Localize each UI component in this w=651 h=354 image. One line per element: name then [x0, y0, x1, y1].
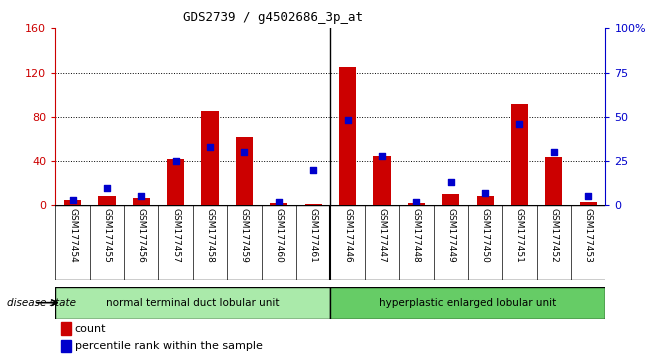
- Point: [67, 197, 77, 203]
- Point: [514, 121, 525, 127]
- Bar: [133, 198, 150, 205]
- Text: GDS2739 / g4502686_3p_at: GDS2739 / g4502686_3p_at: [184, 11, 363, 24]
- Bar: [167, 159, 184, 205]
- Bar: [236, 137, 253, 205]
- Text: GSM177451: GSM177451: [515, 207, 524, 262]
- Text: GSM177454: GSM177454: [68, 207, 77, 262]
- Point: [549, 149, 559, 155]
- Point: [445, 179, 456, 185]
- Point: [205, 144, 215, 150]
- Point: [411, 199, 422, 205]
- Bar: [511, 104, 528, 205]
- Bar: [201, 111, 219, 205]
- Bar: [98, 196, 115, 205]
- Point: [102, 185, 112, 190]
- Text: GSM177455: GSM177455: [102, 207, 111, 262]
- Text: GSM177461: GSM177461: [309, 207, 318, 262]
- Point: [480, 190, 490, 196]
- Point: [171, 158, 181, 164]
- Bar: [477, 196, 493, 205]
- Point: [308, 167, 318, 173]
- Text: GSM177449: GSM177449: [446, 207, 455, 262]
- Text: disease state: disease state: [7, 298, 76, 308]
- Text: hyperplastic enlarged lobular unit: hyperplastic enlarged lobular unit: [380, 298, 557, 308]
- Text: GSM177446: GSM177446: [343, 207, 352, 262]
- Text: GSM177460: GSM177460: [274, 207, 283, 262]
- Text: GSM177448: GSM177448: [412, 207, 421, 262]
- Text: GSM177447: GSM177447: [378, 207, 387, 262]
- Text: GSM177450: GSM177450: [480, 207, 490, 262]
- Text: GSM177452: GSM177452: [549, 207, 559, 262]
- Bar: [61, 322, 71, 335]
- Bar: [64, 200, 81, 205]
- Point: [239, 149, 249, 155]
- Point: [377, 153, 387, 159]
- Text: GSM177457: GSM177457: [171, 207, 180, 262]
- Text: count: count: [75, 324, 106, 333]
- Bar: [339, 67, 356, 205]
- Bar: [305, 204, 322, 205]
- Point: [583, 194, 594, 199]
- Bar: [546, 156, 562, 205]
- Text: GSM177458: GSM177458: [206, 207, 215, 262]
- Point: [273, 199, 284, 205]
- Point: [136, 194, 146, 199]
- Bar: [374, 155, 391, 205]
- Text: normal terminal duct lobular unit: normal terminal duct lobular unit: [106, 298, 280, 308]
- Bar: [408, 203, 425, 205]
- Text: GSM177459: GSM177459: [240, 207, 249, 262]
- Text: GSM177453: GSM177453: [584, 207, 593, 262]
- FancyBboxPatch shape: [55, 287, 330, 319]
- Text: GSM177456: GSM177456: [137, 207, 146, 262]
- Bar: [270, 203, 287, 205]
- Bar: [61, 340, 71, 352]
- Text: percentile rank within the sample: percentile rank within the sample: [75, 341, 262, 351]
- Bar: [579, 202, 597, 205]
- Bar: [442, 194, 460, 205]
- FancyBboxPatch shape: [330, 287, 605, 319]
- Point: [342, 118, 353, 123]
